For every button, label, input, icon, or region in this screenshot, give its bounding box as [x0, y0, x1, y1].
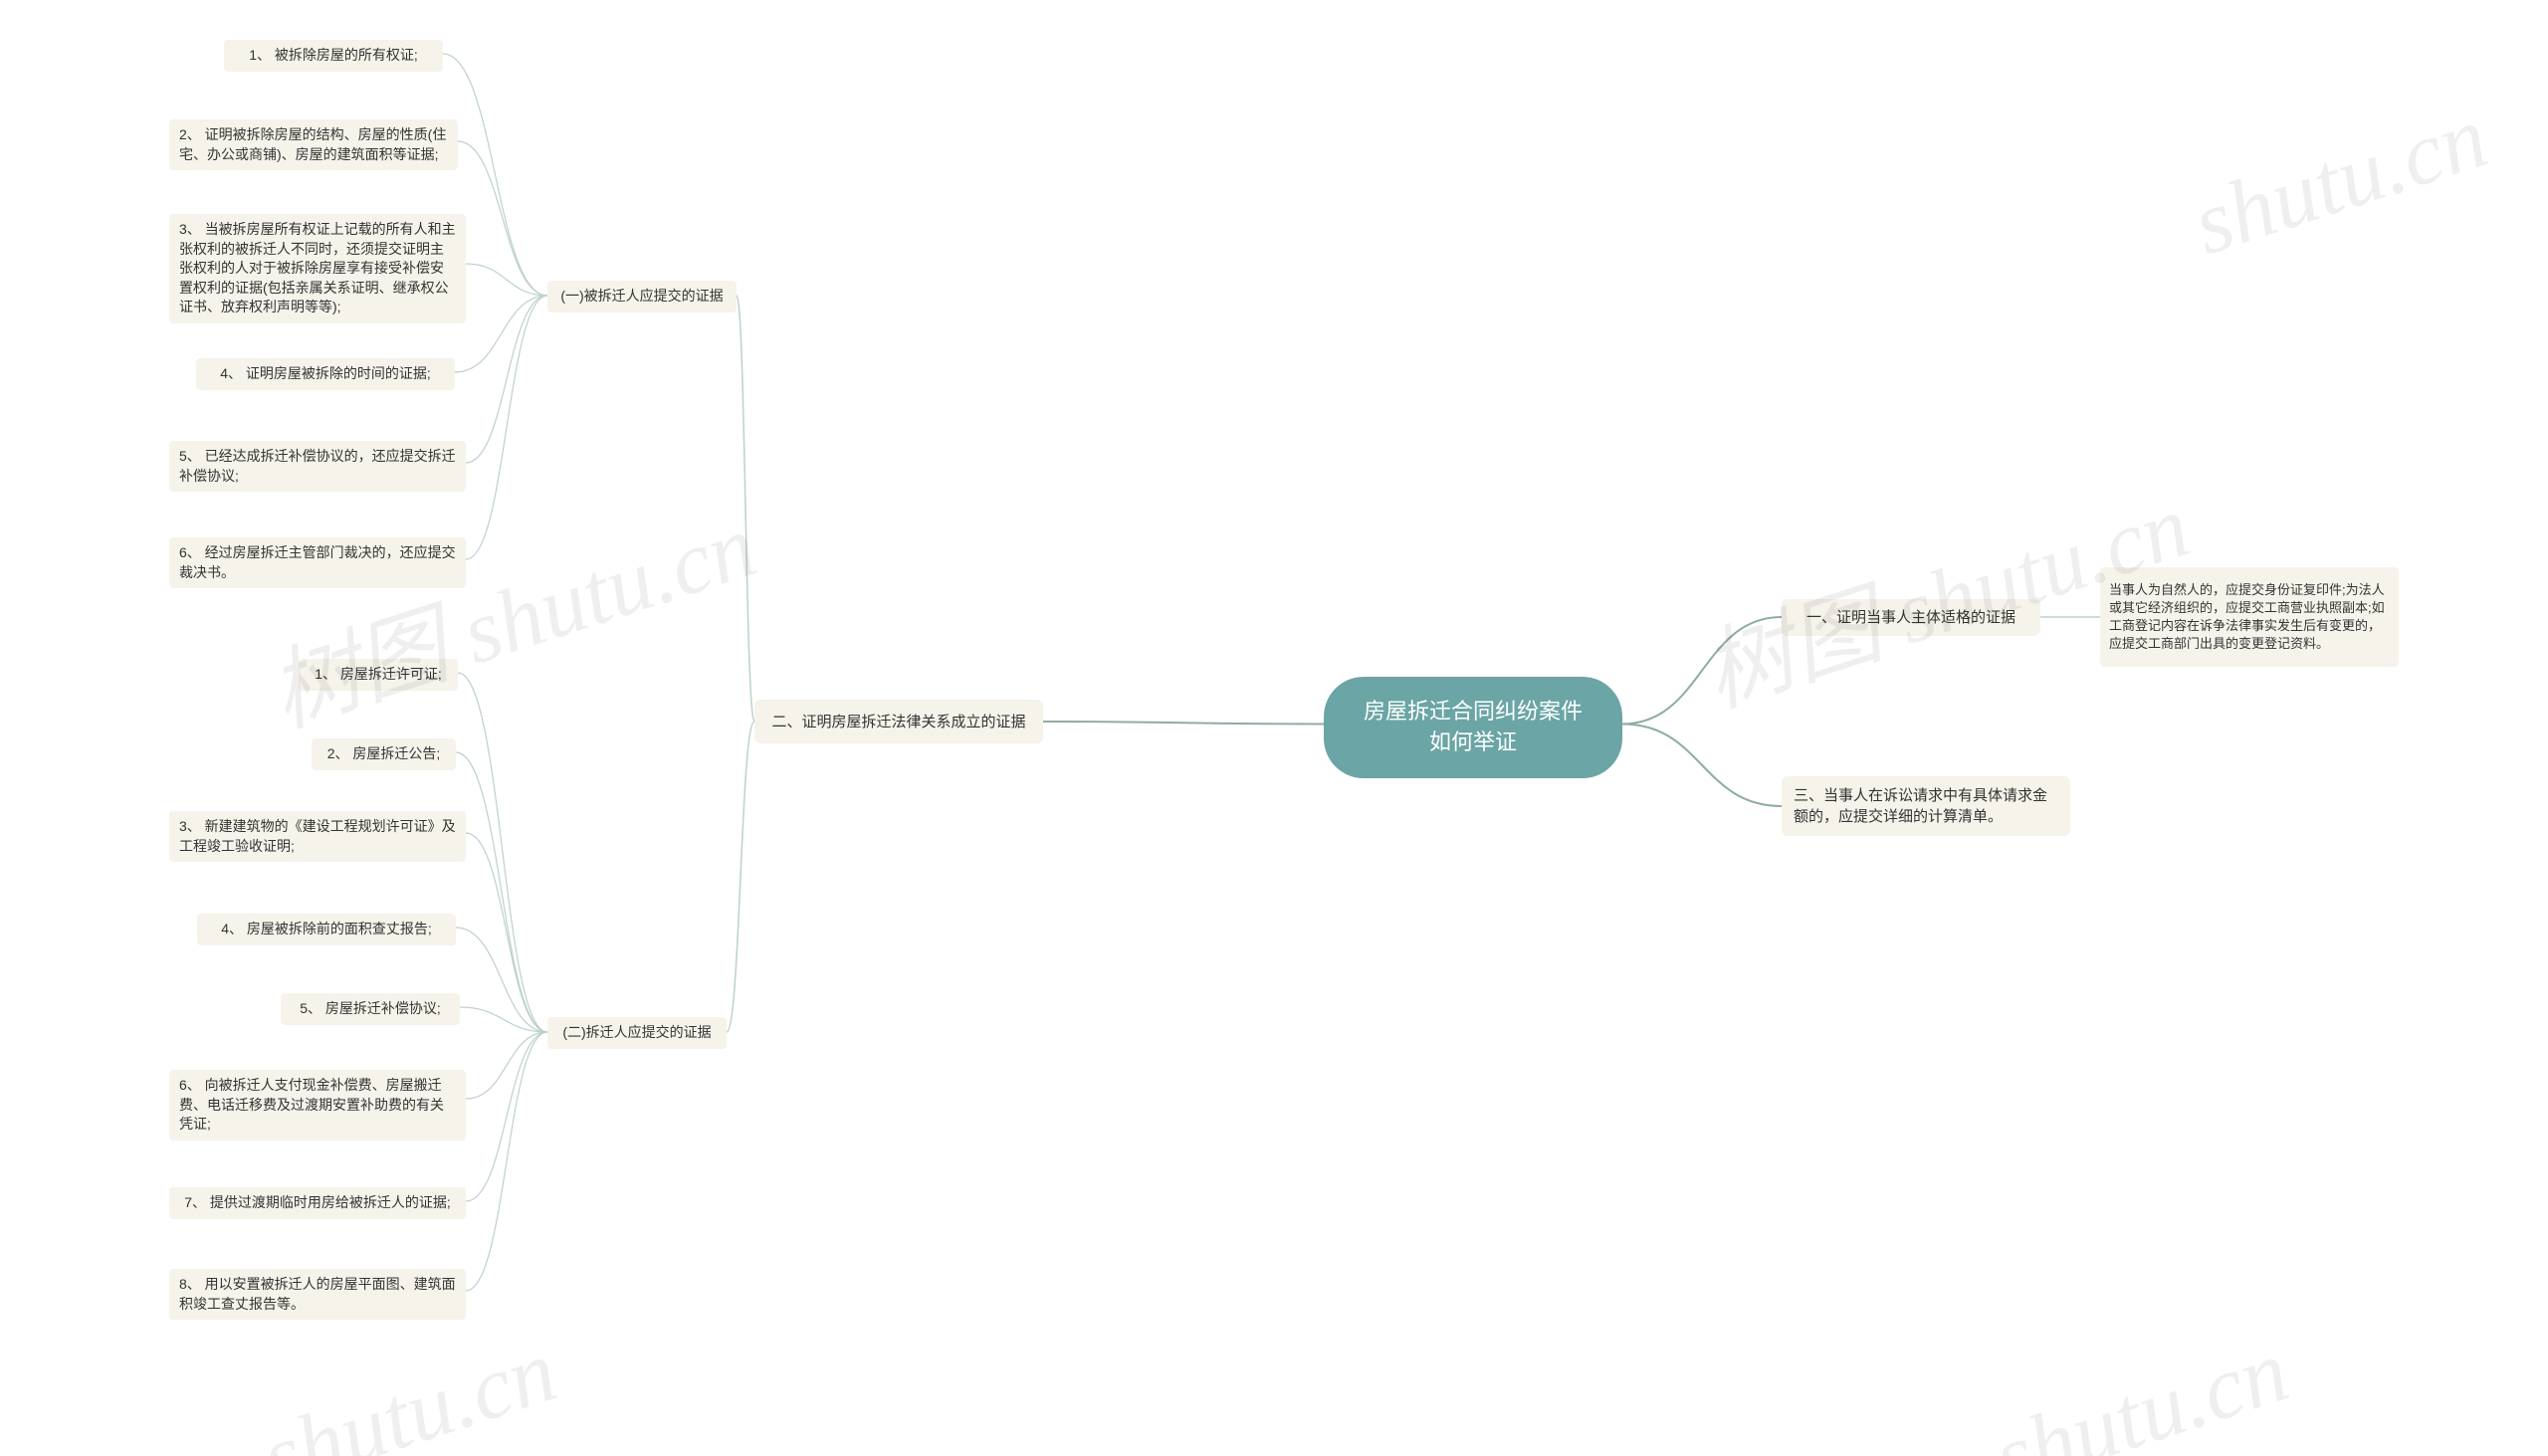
branch-1-leaf: 当事人为自然人的，应提交身份证复印件;为法人或其它经济组织的，应提交工商营业执照…: [2100, 567, 2399, 667]
sub2-item-4-text: 5、 房屋拆迁补偿协议;: [300, 999, 441, 1019]
branch-3: 三、当事人在诉讼请求中有具体请求金额的，应提交详细的计算清单。: [1782, 776, 2070, 836]
sub2-item-0-text: 1、 房屋拆迁许可证;: [315, 665, 442, 685]
branch-1-text: 一、证明当事人主体适格的证据: [1806, 607, 2016, 628]
sub2-item-5: 6、 向被拆迁人支付现金补偿费、房屋搬迁费、电话迁移费及过渡期安置补助费的有关凭…: [169, 1070, 466, 1141]
sub2-item-5-text: 6、 向被拆迁人支付现金补偿费、房屋搬迁费、电话迁移费及过渡期安置补助费的有关凭…: [179, 1076, 456, 1135]
sub2-item-1: 2、 房屋拆迁公告;: [312, 738, 456, 770]
sub1-item-0-text: 1、 被拆除房屋的所有权证;: [249, 46, 418, 66]
sub2-item-0: 1、 房屋拆迁许可证;: [299, 659, 458, 691]
sub2-item-2: 3、 新建建筑物的《建设工程规划许可证》及工程竣工验收证明;: [169, 811, 466, 862]
sub1-item-2: 3、 当被拆房屋所有权证上记载的所有人和主张权利的被拆迁人不同时，还须提交证明主…: [169, 214, 466, 323]
sub2-item-1-text: 2、 房屋拆迁公告;: [327, 744, 441, 764]
sub2-item-3-text: 4、 房屋被拆除前的面积查丈报告;: [221, 920, 432, 939]
branch-2: 二、证明房屋拆迁法律关系成立的证据: [754, 700, 1043, 743]
watermark: shutu.cn: [1982, 1320, 2300, 1456]
sub2-item-7-text: 8、 用以安置被拆迁人的房屋平面图、建筑面积竣工查丈报告等。: [179, 1275, 456, 1314]
branch-2-sub-2-text: (二)拆迁人应提交的证据: [562, 1023, 711, 1043]
sub1-item-5: 6、 经过房屋拆迁主管部门裁决的，还应提交裁决书。: [169, 537, 466, 588]
sub2-item-6-text: 7、 提供过渡期临时用房给被拆迁人的证据;: [184, 1193, 451, 1213]
sub1-item-3: 4、 证明房屋被拆除的时间的证据;: [196, 358, 455, 390]
branch-2-sub-2: (二)拆迁人应提交的证据: [547, 1017, 727, 1049]
watermark: shutu.cn: [2181, 86, 2499, 276]
sub1-item-3-text: 4、 证明房屋被拆除的时间的证据;: [220, 364, 431, 384]
sub2-item-4: 5、 房屋拆迁补偿协议;: [281, 993, 460, 1025]
sub1-item-0: 1、 被拆除房屋的所有权证;: [224, 40, 443, 72]
sub2-item-2-text: 3、 新建建筑物的《建设工程规划许可证》及工程竣工验收证明;: [179, 817, 456, 856]
branch-2-text: 二、证明房屋拆迁法律关系成立的证据: [771, 712, 1025, 732]
sub1-item-5-text: 6、 经过房屋拆迁主管部门裁决的，还应提交裁决书。: [179, 543, 456, 582]
sub1-item-2-text: 3、 当被拆房屋所有权证上记载的所有人和主张权利的被拆迁人不同时，还须提交证明主…: [179, 220, 456, 317]
sub2-item-3: 4、 房屋被拆除前的面积查丈报告;: [197, 914, 456, 945]
branch-2-sub-1: (一)被拆迁人应提交的证据: [547, 281, 737, 312]
root-node: 房屋拆迁合同纠纷案件如何举证: [1324, 677, 1622, 778]
watermark: shutu.cn: [250, 1320, 568, 1456]
sub1-item-1: 2、 证明被拆除房屋的结构、房屋的性质(住宅、办公或商铺)、房屋的建筑面积等证据…: [169, 119, 458, 170]
root-text: 房屋拆迁合同纠纷案件如何举证: [1354, 697, 1592, 758]
sub1-item-4-text: 5、 已经达成拆迁补偿协议的，还应提交拆迁补偿协议;: [179, 447, 456, 486]
branch-1-leaf-text: 当事人为自然人的，应提交身份证复印件;为法人或其它经济组织的，应提交工商营业执照…: [2109, 581, 2390, 654]
branch-1: 一、证明当事人主体适格的证据: [1782, 599, 2040, 636]
branch-3-text: 三、当事人在诉讼请求中有具体请求金额的，应提交详细的计算清单。: [1794, 785, 2058, 827]
sub2-item-6: 7、 提供过渡期临时用房给被拆迁人的证据;: [169, 1187, 466, 1219]
branch-2-sub-1-text: (一)被拆迁人应提交的证据: [560, 287, 723, 307]
sub1-item-4: 5、 已经达成拆迁补偿协议的，还应提交拆迁补偿协议;: [169, 441, 466, 492]
watermark: 树图 shutu.cn: [251, 473, 768, 751]
sub1-item-1-text: 2、 证明被拆除房屋的结构、房屋的性质(住宅、办公或商铺)、房屋的建筑面积等证据…: [179, 125, 448, 164]
sub2-item-7: 8、 用以安置被拆迁人的房屋平面图、建筑面积竣工查丈报告等。: [169, 1269, 466, 1320]
